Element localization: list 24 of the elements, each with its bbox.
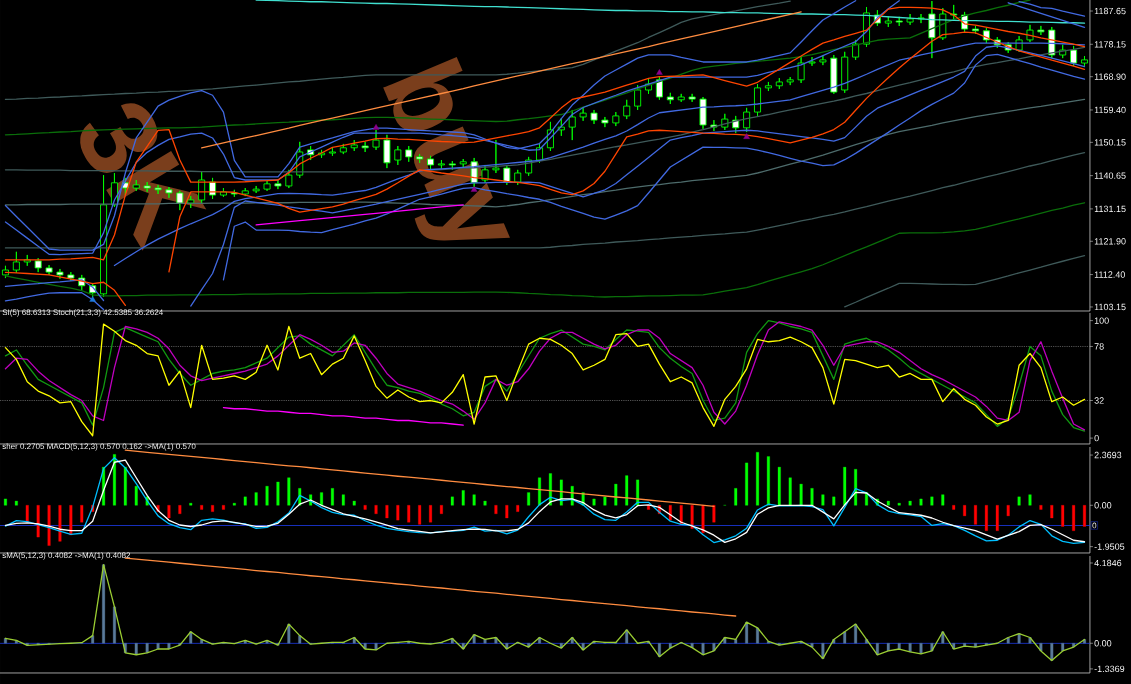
y-tick-label: -1.3369 — [1094, 665, 1125, 673]
y-tick-label: 1178.15 — [1094, 41, 1126, 48]
y-tick-label: 32 — [1094, 397, 1104, 404]
y-tick-label: 1159.40 — [1094, 106, 1126, 114]
y-tick-label: 0 — [1094, 434, 1099, 442]
y-tick-label: 1103.15 — [1094, 303, 1126, 311]
y-tick-label: 78 — [1094, 343, 1104, 350]
y-tick-label: 100 — [1094, 317, 1109, 324]
chart-title: SI(5) 68.6313 Stoch(21,3,3) 42.5385 36.2624 — [2, 309, 163, 317]
chart-title: sMA(5,12,3) 0.4082 ->MA(1) 0.4082 — [2, 552, 131, 560]
y-tick-label: -1.9505 — [1094, 543, 1125, 550]
y-tick-label: 1131.15 — [1094, 205, 1126, 213]
y-tick-label: 1150.15 — [1094, 139, 1126, 146]
y-tick-label: 2.3693 — [1094, 451, 1122, 459]
y-tick-label: 0.00 — [1094, 502, 1112, 509]
chart-title: sher 0.2705 MACD(5,12,3) 0.570 0.162 ->MA(1) 0.570 — [2, 443, 196, 451]
y-tick-label: 1187.65 — [1094, 7, 1126, 15]
y-tick-label: 1140.65 — [1094, 172, 1126, 179]
y-tick-label: 1168.90 — [1094, 73, 1126, 80]
y-tick-label: 4.1846 — [1094, 559, 1122, 567]
y-tick-label: 0.00 — [1094, 640, 1112, 647]
annotation: buy — [383, 56, 511, 241]
y-tick-label: 1121.90 — [1094, 238, 1126, 245]
y-tick-label: 1112.40 — [1094, 271, 1125, 278]
